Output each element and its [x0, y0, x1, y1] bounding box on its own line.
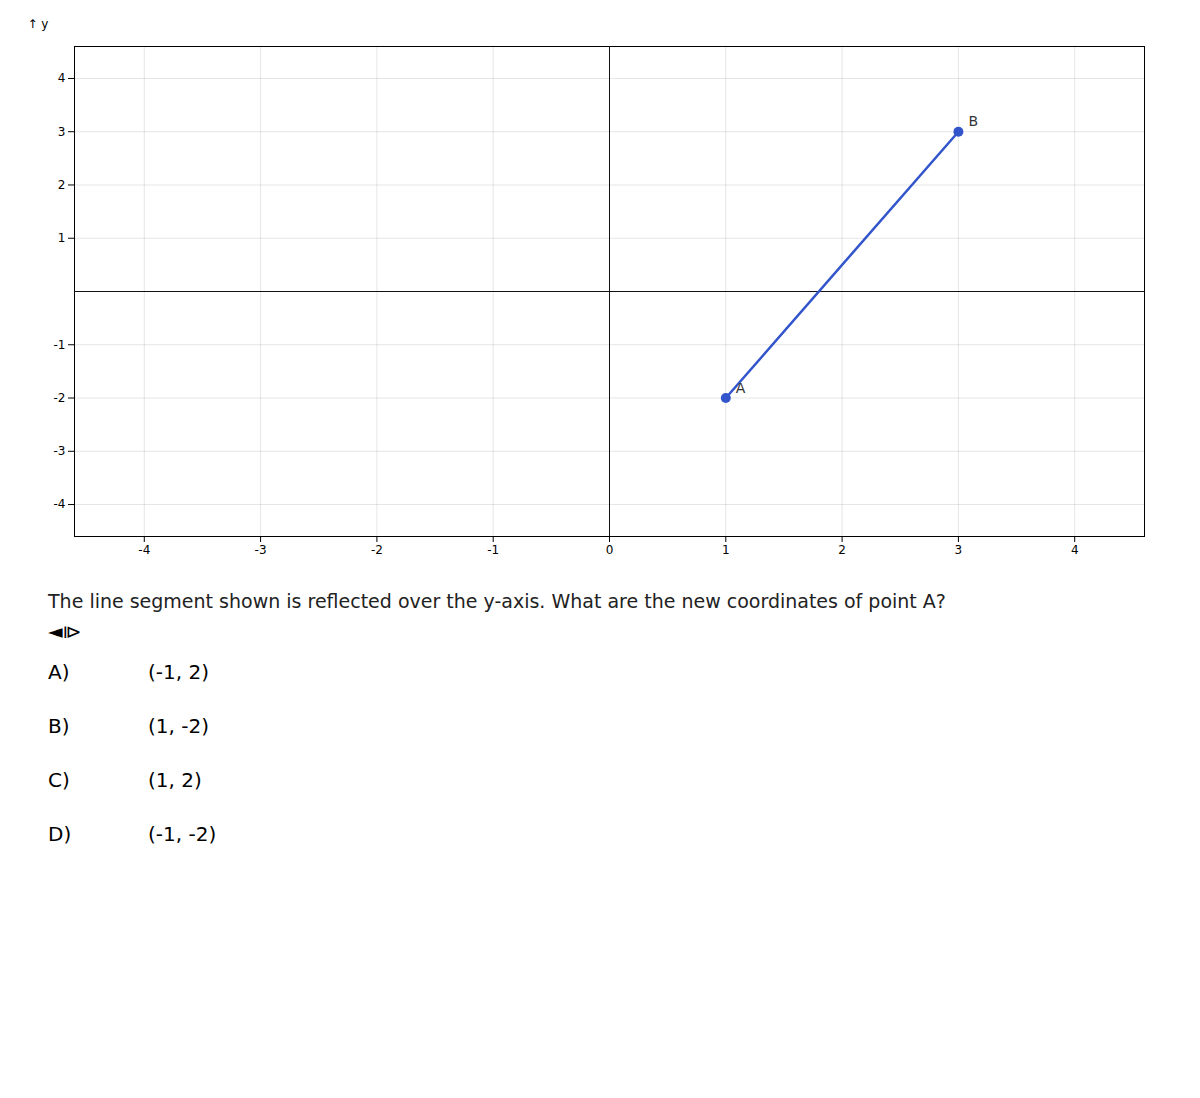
svg-text:-4: -4 — [138, 543, 150, 557]
svg-text:4: 4 — [58, 71, 66, 85]
svg-text:↑ y: ↑ y — [28, 17, 49, 31]
svg-text:4: 4 — [1071, 543, 1079, 557]
html-text:D): D) — [48, 822, 72, 846]
svg-text:3: 3 — [955, 543, 963, 557]
html-text:A): A) — [48, 660, 70, 684]
svg-text:3: 3 — [58, 125, 66, 139]
svg-text:-3: -3 — [54, 444, 66, 458]
svg-text:0: 0 — [606, 543, 614, 557]
svg-text:1: 1 — [58, 231, 66, 245]
html-text:The line segment shown is refl: The line segment shown is reflected over… — [48, 590, 946, 612]
svg-text:-2: -2 — [371, 543, 383, 557]
html-text:(1, -2): (1, -2) — [148, 714, 209, 738]
html-text:B): B) — [48, 714, 70, 738]
html-text:(-1, 2): (-1, 2) — [148, 660, 209, 684]
svg-text:2: 2 — [838, 543, 846, 557]
html-text:(1, 2): (1, 2) — [148, 768, 202, 792]
svg-text:-2: -2 — [54, 391, 66, 405]
svg-text:-1: -1 — [487, 543, 499, 557]
svg-text:1: 1 — [722, 543, 730, 557]
svg-text:-4: -4 — [54, 497, 66, 511]
svg-text:A: A — [736, 380, 746, 396]
svg-text:-3: -3 — [255, 543, 267, 557]
svg-text:-1: -1 — [54, 338, 66, 352]
html-text:C): C) — [48, 768, 70, 792]
html-text:(-1, -2): (-1, -2) — [148, 822, 217, 846]
svg-text:B: B — [968, 113, 978, 129]
svg-text:2: 2 — [58, 178, 66, 192]
